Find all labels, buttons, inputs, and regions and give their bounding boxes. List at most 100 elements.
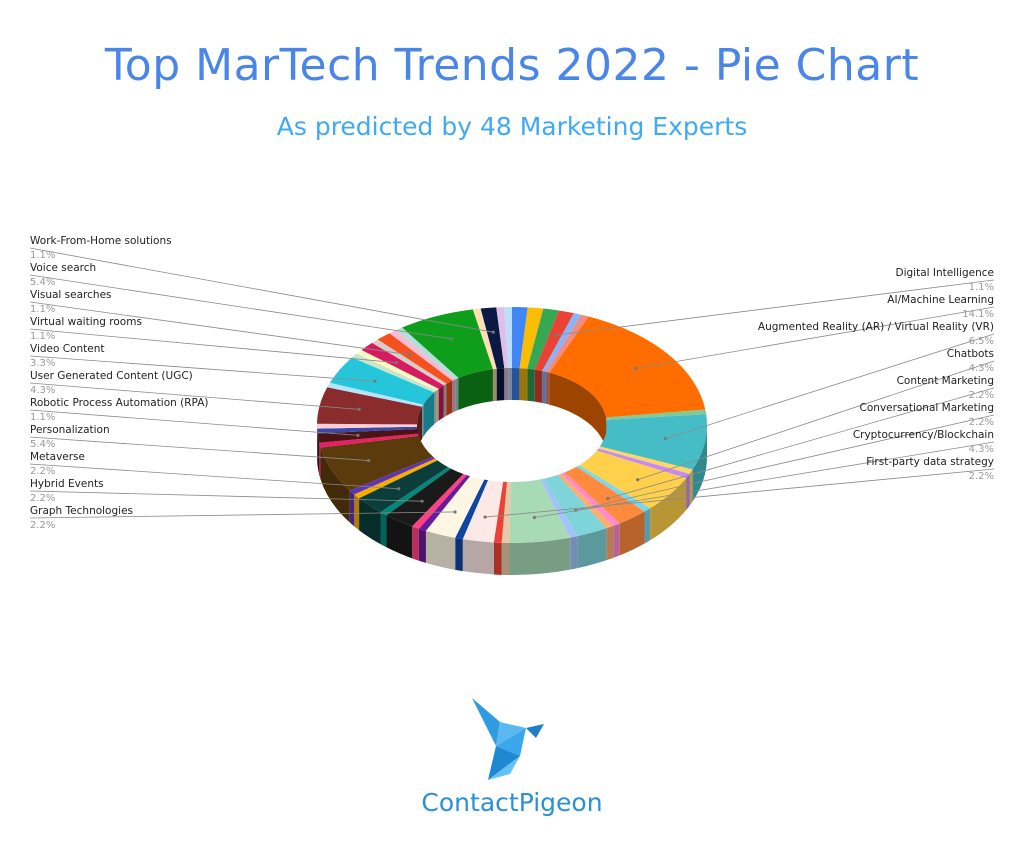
slice-label-value: 14.1% <box>962 309 994 320</box>
leader-dot <box>532 515 537 520</box>
slice-side-22 <box>455 537 463 572</box>
slice-digital-intelligence <box>534 310 574 371</box>
slice-label-name: First-party data strategy <box>866 456 994 468</box>
slice-1 <box>519 307 544 369</box>
slice-39 <box>352 353 437 393</box>
label-first-party-data-strategy: First-party data strategy 2.2% <box>483 456 995 519</box>
slice-side-25 <box>412 526 419 561</box>
slice-25 <box>412 473 467 529</box>
leader-line <box>29 511 456 519</box>
slice-conversational-marketing <box>543 474 607 537</box>
leader-dot <box>394 361 399 365</box>
leader-dot <box>396 487 401 491</box>
slice-44 <box>389 330 456 381</box>
slice-label-value: 2.2% <box>30 493 55 504</box>
slice-side-31 <box>320 447 350 523</box>
slice-label-value: 2.2% <box>969 417 994 428</box>
leader-dot <box>453 510 457 514</box>
slice-12 <box>576 465 651 512</box>
leader-line <box>635 306 995 369</box>
slice-inner-1 <box>519 368 528 401</box>
leader-line <box>637 360 995 481</box>
slice-inner-0 <box>512 368 520 401</box>
slice-17 <box>540 478 578 538</box>
donut-inner-walls <box>417 368 607 457</box>
slice-personalization <box>320 435 433 491</box>
slice-label-value: 5.4% <box>30 277 55 288</box>
slice-4 <box>542 313 582 372</box>
label-chatbots: Chatbots 4.3% <box>636 348 995 482</box>
slice-label-name: Metaverse <box>30 451 85 463</box>
slice-14 <box>561 472 620 526</box>
leader-dot <box>420 499 424 503</box>
chart-title: Top MarTech Trends 2022 - Pie Chart <box>104 40 920 91</box>
leader-line <box>29 328 397 364</box>
slice-inner-6 <box>549 372 607 450</box>
slice-label-name: Content Marketing <box>897 375 994 387</box>
leader-line <box>485 468 995 518</box>
slice-label-value: 1.1% <box>30 331 55 342</box>
leader-line <box>29 382 360 410</box>
leader-dot <box>450 337 454 341</box>
slice-label-name: Digital Intelligence <box>896 267 994 279</box>
slice-label-value: 2.2% <box>969 471 994 482</box>
label-content-marketing: Content Marketing 2.2% <box>606 375 995 501</box>
slice-side-23 <box>425 530 456 570</box>
slice-side-13 <box>619 511 645 556</box>
slice-inner-47 <box>492 368 497 402</box>
leader-dot <box>367 458 371 463</box>
donut-top-faces <box>317 307 707 543</box>
slice-inner-43 <box>446 380 453 416</box>
leader-dot <box>357 407 361 411</box>
slice-augmented-reality-ar-virtual-reality-vr- <box>599 414 707 470</box>
slice-inner-2 <box>527 368 535 402</box>
slice-35 <box>317 423 418 429</box>
leader-line <box>29 247 494 333</box>
slice-label-name: Virtual waiting rooms <box>30 316 142 328</box>
slice-42 <box>372 339 447 386</box>
leader-dot <box>633 366 638 371</box>
slice-side-12 <box>644 508 651 544</box>
leader-line <box>607 387 995 499</box>
slice-label-name: AI/Machine Learning <box>887 294 994 306</box>
leader-dot <box>553 333 557 337</box>
leader-line <box>29 274 452 340</box>
bird-icon <box>472 698 544 780</box>
slice-22 <box>455 479 489 540</box>
slice-7 <box>606 409 707 420</box>
leader-line <box>29 409 358 436</box>
slice-virtual-waiting-rooms <box>361 342 444 389</box>
slice-side-21 <box>462 539 494 575</box>
label-digital-intelligence: Digital Intelligence 1.1% <box>553 267 995 337</box>
leader-line <box>555 279 995 336</box>
slice-ai-machine-learning <box>549 316 706 418</box>
slice-side-15 <box>606 525 614 561</box>
slice-30 <box>349 456 436 495</box>
slice-label-value: 2.2% <box>30 466 55 477</box>
slice-side-19 <box>501 542 510 575</box>
label-personalization: Personalization 5.4% <box>29 424 371 463</box>
slice-side-24 <box>418 528 426 563</box>
slice-label-value: 4.3% <box>30 385 55 396</box>
slice-voice-search <box>402 309 493 378</box>
slice-side-33 <box>317 433 320 475</box>
label-augmented-reality-ar-virtual-reality-vr-: Augmented Reality (AR) / Virtual Reality… <box>663 321 995 441</box>
slice-47 <box>472 308 497 370</box>
slice-side-14 <box>613 523 620 558</box>
slice-first-party-data-strategy <box>462 480 504 543</box>
leader-dot <box>483 515 487 519</box>
slice-label-name: Hybrid Events <box>30 478 104 490</box>
chart-subtitle: As predicted by 48 Marketing Experts <box>276 112 748 141</box>
slice-label-name: Voice search <box>30 262 96 274</box>
slice-inner-48 <box>496 368 505 401</box>
slice-inner-40 <box>436 388 439 423</box>
slice-visual-searches <box>377 333 453 384</box>
label-visual-searches: Visual searches 1.1% <box>29 289 412 357</box>
slice-label-name: Personalization <box>30 424 110 436</box>
label-graph-technologies: Graph Technologies 2.2% <box>29 505 457 531</box>
slice-label-name: Chatbots <box>947 348 994 360</box>
slice-9 <box>598 446 693 474</box>
slice-side-16 <box>577 528 607 569</box>
